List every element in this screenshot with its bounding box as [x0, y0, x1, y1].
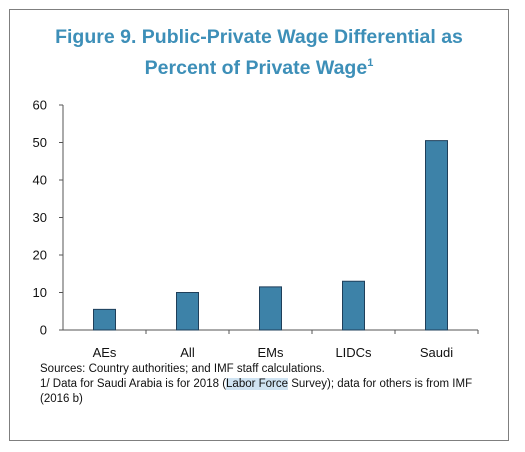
title-line-2-text: Percent of Private Wage [144, 57, 368, 79]
footnote-text-end: Survey); data for others is from IMF (20… [40, 378, 473, 405]
y-tick-label: 10 [33, 285, 47, 300]
footnote-highlight: Labor Force [226, 378, 289, 390]
title-footnote-marker: 1 [367, 57, 374, 69]
bar-lidcs [342, 280, 365, 331]
bar-saudi [425, 140, 448, 331]
y-tick-label: 20 [33, 248, 47, 263]
bar-aes [93, 308, 116, 331]
chart-notes: Sources: Country authorities; and IMF st… [40, 362, 480, 407]
y-tick-label: 30 [33, 210, 47, 225]
chart-title: Figure 9. Public-Private Wage Differenti… [10, 24, 508, 81]
y-tick-label: 50 [33, 135, 47, 150]
x-tick-label: LIDCs [335, 345, 372, 360]
y-tick-label: 40 [33, 173, 47, 188]
x-tick-label: EMs [258, 345, 285, 360]
x-tick-label: AEs [93, 345, 117, 360]
x-tick-label: Saudi [420, 345, 453, 360]
footnote: 1/ Data for Saudi Arabia is for 2018 (La… [40, 377, 480, 407]
y-tick-label: 0 [40, 323, 47, 338]
y-tick-label: 60 [33, 98, 47, 113]
bar-ems [259, 286, 282, 331]
footnote-text-start: 1/ Data for Saudi Arabia is for 2018 ( [40, 378, 227, 390]
bar-all [176, 292, 199, 331]
sources-note: Sources: Country authorities; and IMF st… [40, 363, 325, 375]
title-line-2: Percent of Private Wage1 [10, 50, 508, 81]
title-line-1: Figure 9. Public-Private Wage Differenti… [55, 26, 463, 48]
x-tick-label: All [180, 345, 195, 360]
